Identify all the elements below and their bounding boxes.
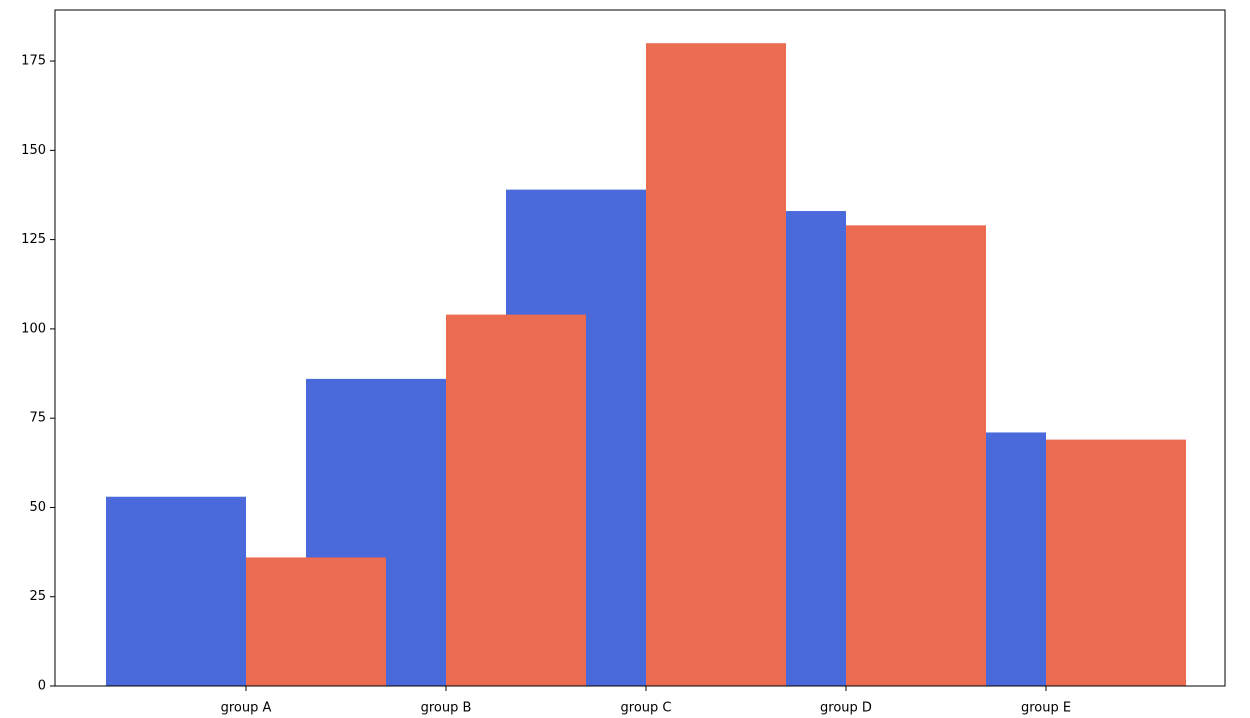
y-tick-label: 175: [21, 54, 46, 69]
bar: [106, 496, 246, 686]
x-tick-label: group A: [221, 701, 272, 716]
x-tick-label: group B: [421, 701, 472, 716]
bar: [646, 43, 786, 687]
x-tick-label: group D: [820, 701, 872, 716]
bar: [1046, 439, 1186, 686]
bar: [846, 225, 986, 686]
x-tick-label: group E: [1021, 701, 1071, 716]
y-tick-label: 0: [38, 679, 46, 694]
bar: [446, 314, 586, 686]
y-tick-label: 75: [29, 411, 46, 426]
x-tick-label: group C: [621, 701, 672, 716]
y-tick-label: 150: [21, 143, 46, 158]
bar: [246, 557, 386, 686]
y-tick-label: 25: [29, 589, 46, 604]
y-tick-label: 50: [29, 500, 46, 515]
y-tick-label: 100: [21, 321, 46, 336]
plot-frame: [54, 9, 1226, 687]
y-tick-label: 125: [21, 232, 46, 247]
